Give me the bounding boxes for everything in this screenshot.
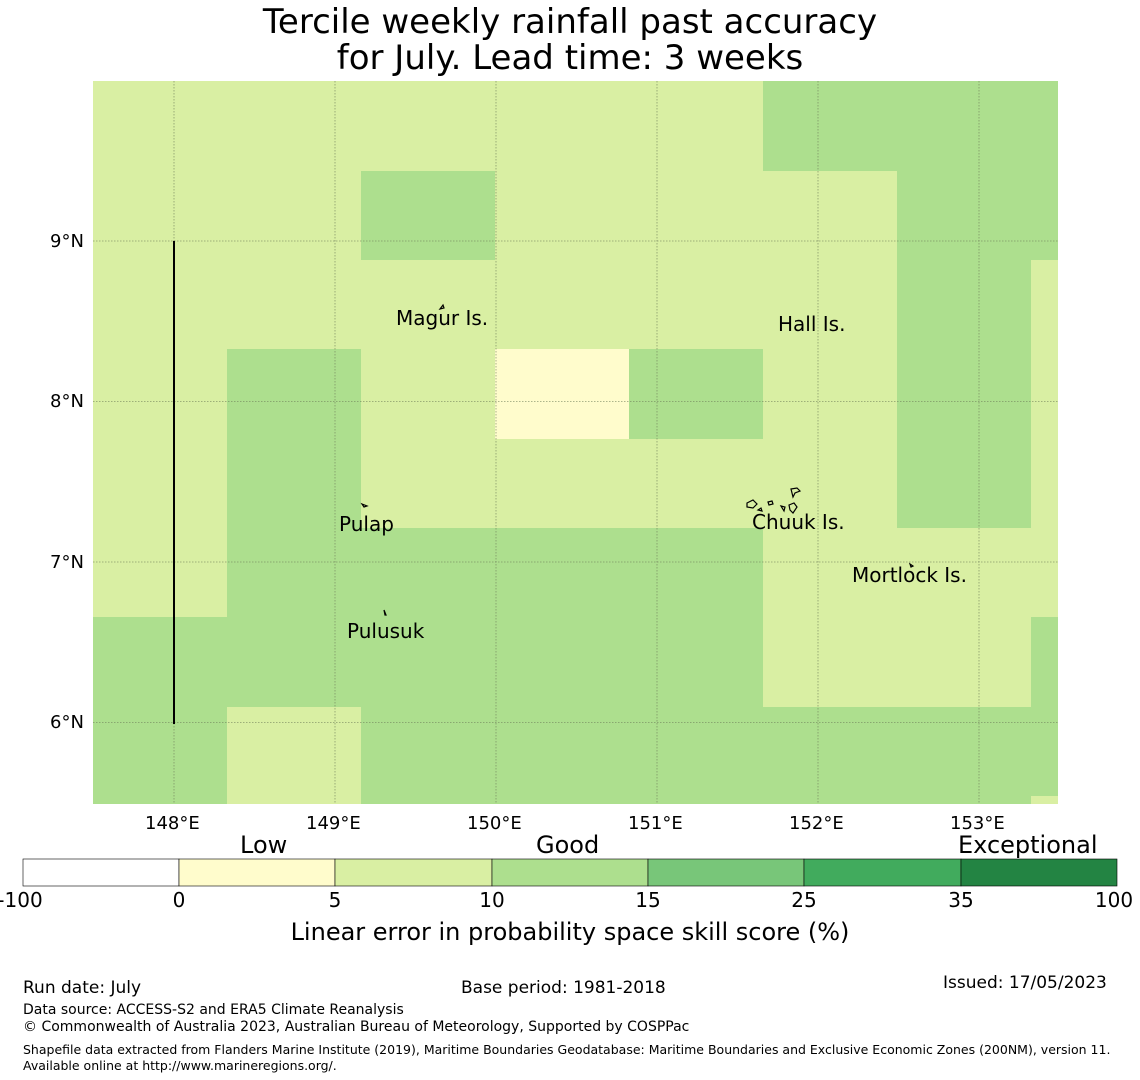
colorbar-category-low: Low (240, 831, 288, 859)
skill-cell (93, 707, 227, 804)
gridlines (93, 81, 1058, 804)
skill-cell (227, 528, 763, 617)
lon-tick-148: 148°E (145, 813, 200, 834)
lat-tick-7: 7°N (50, 552, 84, 573)
colorbar (22, 858, 1118, 887)
colorbar-segment-0 (22, 858, 180, 887)
skill-cell (763, 81, 1058, 171)
copyright: © Commonwealth of Australia 2023, Austra… (23, 1019, 690, 1035)
colorbar-tick-35: 35 (948, 888, 974, 912)
colorbar-segment-1 (178, 858, 336, 887)
colorbar-tick-100: 100 (1094, 888, 1134, 912)
skill-cells (93, 81, 1058, 804)
skill-cell (495, 349, 629, 439)
island-chuuk-3 (779, 505, 786, 513)
island-chuuk-1 (746, 499, 758, 509)
place-label-pulusuk: Pulusuk (347, 619, 425, 643)
place-label-pulap: Pulap (339, 512, 394, 536)
lat-tick-9: 9°N (50, 231, 84, 252)
colorbar-tick-25: 25 (791, 888, 817, 912)
colorbar-segment-3 (491, 858, 649, 887)
place-label-mortlock: Mortlock Is. (852, 563, 967, 587)
skill-cell (361, 171, 495, 260)
skill-cell (763, 707, 1031, 804)
colorbar-segment-5 (803, 858, 962, 887)
island-chuuk-6 (756, 507, 763, 512)
data-source: Data source: ACCESS-S2 and ERA5 Climate … (23, 1002, 404, 1018)
colorbar-segment-4 (647, 858, 805, 887)
run-date: Run date: July (23, 978, 142, 998)
lon-tick-149: 149°E (306, 813, 361, 834)
skill-cell (1031, 617, 1058, 796)
title-line-2: for July. Lead time: 3 weeks (336, 38, 804, 78)
place-label-hall: Hall Is. (778, 312, 846, 336)
colorbar-tick-0: 0 (172, 888, 186, 912)
lon-tick-151: 151°E (628, 813, 683, 834)
lon-tick-150: 150°E (467, 813, 522, 834)
skill-cell (897, 171, 1058, 260)
skill-cell (629, 349, 763, 439)
colorbar-tick-5: 5 (328, 888, 342, 912)
colorbar-segment-6 (960, 858, 1118, 887)
island-chuuk-2 (767, 500, 774, 506)
colorbar-title: Linear error in probability space skill … (290, 918, 850, 946)
place-label-chuuk: Chuuk Is. (752, 510, 845, 534)
colorbar-category-good: Good (536, 831, 600, 859)
island-pulusuk (383, 609, 387, 616)
skill-cell (93, 617, 763, 707)
colorbar-segment-2 (334, 858, 493, 887)
colorbar-tick-15: 15 (635, 888, 661, 912)
island-magur (438, 303, 445, 310)
base-period: Base period: 1981-2018 (461, 978, 666, 998)
lon-tick-152: 152°E (789, 813, 844, 834)
island-outlines (360, 303, 915, 616)
shapefile-credit: Shapefile data extracted from Flanders M… (23, 1042, 1111, 1073)
colorbar-tick-10: 10 (479, 888, 505, 912)
island-chuuk-4 (788, 502, 798, 514)
island-mortlock (908, 562, 915, 568)
island-chuuk-5 (790, 487, 802, 499)
lat-tick-8: 8°N (50, 391, 84, 412)
lon-tick-153: 153°E (950, 813, 1005, 834)
chart-title: Tercile weekly rainfall past accuracy fo… (0, 4, 1140, 76)
place-label-magur: Magur Is. (396, 306, 489, 330)
colorbar-category-exceptional: Exceptional (958, 831, 1098, 859)
title-line-1: Tercile weekly rainfall past accuracy (262, 2, 878, 42)
lat-tick-6: 6°N (50, 712, 84, 733)
issued-date: Issued: 17/05/2023 (943, 973, 1107, 993)
skill-cell (227, 349, 361, 528)
colorbar-tick-m100: -100 (0, 888, 43, 912)
skill-cell (897, 260, 1031, 528)
island-pulap (360, 502, 369, 508)
